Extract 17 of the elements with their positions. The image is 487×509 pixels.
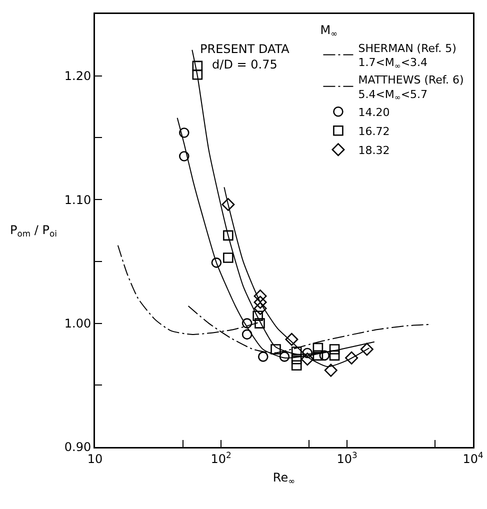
y-tick-label: 1.00 (64, 316, 92, 330)
y-tick-label: 0.90 (64, 440, 92, 454)
x-axis-title: Re$_{∞}$ (272, 470, 296, 486)
legend-label: SHERMAN (Ref. 5) 1.7<M$_{∞}$<3.4 (358, 42, 456, 70)
legend-label: MATTHEWS (Ref. 6) 5.4<M$_{∞}$<5.7 (358, 73, 464, 102)
x-tick-label: 10$^{2}$ (210, 450, 232, 466)
legend-label: 16.72 (358, 124, 390, 138)
y-axis-title: P$_{om}$ / P$_{oi}$ (10, 223, 57, 239)
x-tick-label: 10$^{3}$ (336, 450, 358, 466)
annotation: PRESENT DATA d/D = 0.75 (200, 42, 290, 72)
legend-label: 14.20 (358, 106, 390, 119)
x-tick-label: 10$^{4}$ (462, 450, 484, 466)
legend-title: M$_{∞}$ (320, 22, 338, 38)
y-tick-label: 1.20 (64, 69, 92, 84)
y-tick-label: 1.10 (64, 192, 92, 207)
x-tick-label: 10 (87, 452, 103, 466)
legend-label: 18.32 (358, 144, 390, 157)
